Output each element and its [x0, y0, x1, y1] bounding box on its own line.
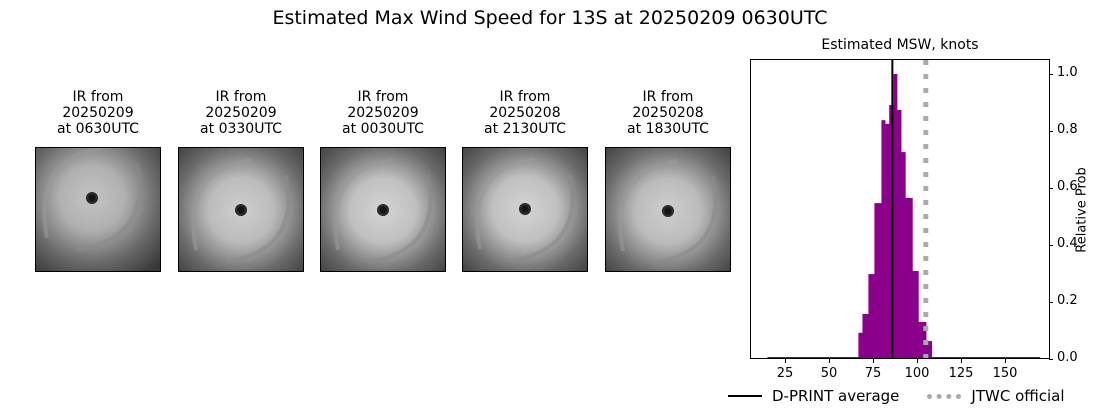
histogram-bar: [926, 341, 933, 358]
histogram-bar: [868, 274, 875, 358]
ir-satellite-image: [462, 147, 588, 272]
y-tick-label: 0.0: [1057, 350, 1078, 365]
histogram-bar: [918, 321, 927, 358]
ir-panel: IR from 20250209 at 0330UTC: [178, 89, 304, 272]
chart-legend: D-PRINT average JTWC official: [728, 387, 1093, 405]
y-tick-mark: [1049, 187, 1053, 189]
dotted-line-icon: [927, 393, 962, 399]
legend-item-dprint: D-PRINT average: [728, 387, 899, 405]
ir-panel-label: IR from 20250209 at 0630UTC: [57, 89, 139, 137]
y-tick-label: 1.0: [1057, 65, 1078, 80]
x-tick-mark: [1004, 359, 1006, 363]
histogram-axes: [750, 59, 1050, 359]
ir-panel: IR from 20250208 at 1830UTC: [605, 89, 731, 272]
legend-label-dprint: D-PRINT average: [772, 387, 900, 405]
ir-panel-label: IR from 20250209 at 0030UTC: [342, 89, 424, 137]
ir-panel-label: IR from 20250208 at 2130UTC: [484, 89, 566, 137]
histogram-bar: [901, 152, 906, 358]
histogram-bar: [881, 120, 886, 358]
x-tick-label: 150: [992, 366, 1018, 381]
x-tick-mark: [828, 359, 830, 363]
x-tick-mark: [960, 359, 962, 363]
figure-title: Estimated Max Wind Speed for 13S at 2025…: [272, 7, 828, 29]
y-tick-mark: [1049, 301, 1053, 303]
y-axis-label: Relative Prob: [1074, 167, 1090, 253]
ir-satellite-image: [178, 147, 304, 272]
y-tick-mark: [1049, 130, 1053, 132]
y-tick-mark: [1049, 73, 1053, 75]
histogram-bar: [912, 270, 919, 358]
histogram-bar: [858, 332, 863, 358]
histogram-plot: [767, 60, 1041, 358]
ir-panel: IR from 20250209 at 0030UTC: [320, 89, 446, 272]
x-tick-mark: [784, 359, 786, 363]
x-tick-label: 75: [864, 366, 882, 381]
ir-panel-label: IR from 20250208 at 1830UTC: [627, 89, 709, 137]
x-tick-label: 125: [948, 366, 974, 381]
x-tick-label: 50: [820, 366, 838, 381]
x-tick-mark: [872, 359, 874, 363]
histogram-bar: [893, 74, 898, 358]
histogram-bar: [905, 197, 913, 358]
chart-title: Estimated MSW, knots: [821, 37, 979, 53]
y-tick-label: 0.4: [1057, 236, 1078, 251]
ir-satellite-image: [35, 147, 161, 272]
y-tick-label: 0.8: [1057, 122, 1078, 137]
legend-item-jtwc: JTWC official: [927, 387, 1065, 405]
solid-line-icon: [728, 395, 762, 397]
ir-satellite-image: [605, 147, 731, 272]
ir-satellite-image: [320, 147, 446, 272]
histogram-bar: [862, 313, 869, 358]
histogram-bar: [897, 109, 902, 358]
y-tick-mark: [1049, 244, 1053, 246]
ir-panel-label: IR from 20250209 at 0330UTC: [200, 89, 282, 137]
x-tick-label: 100: [904, 366, 930, 381]
ir-panel: IR from 20250209 at 0630UTC: [35, 89, 161, 272]
y-tick-mark: [1049, 358, 1053, 360]
y-tick-label: 0.2: [1057, 293, 1078, 308]
histogram-bar: [874, 203, 882, 358]
histogram-bar: [885, 123, 890, 358]
legend-label-jtwc: JTWC official: [971, 387, 1065, 405]
x-tick-mark: [916, 359, 918, 363]
x-tick-label: 25: [776, 366, 794, 381]
y-tick-label: 0.6: [1057, 179, 1078, 194]
ir-panel: IR from 20250208 at 2130UTC: [462, 89, 588, 272]
